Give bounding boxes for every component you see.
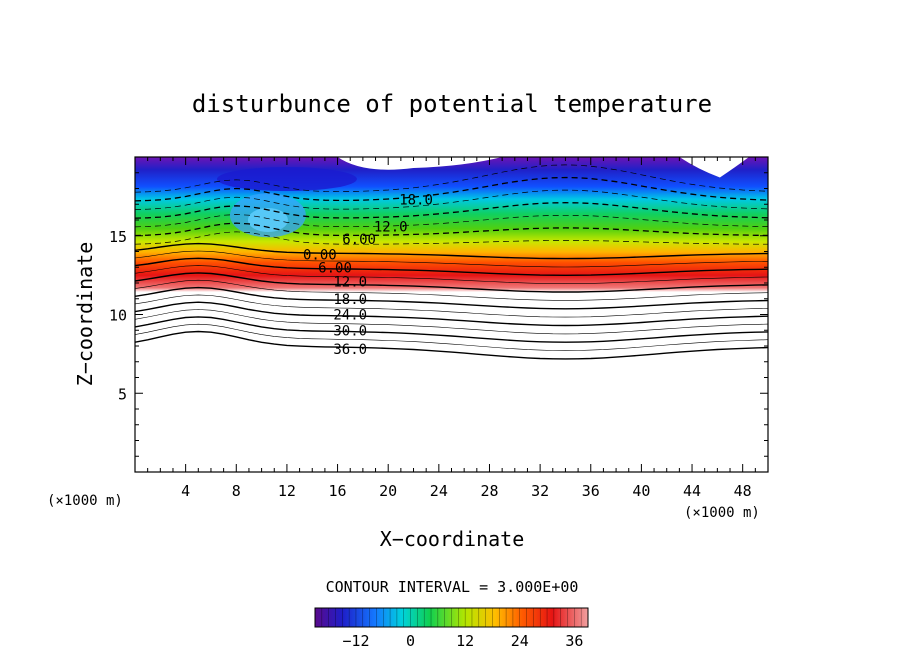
y-tick-label: 5 [118,385,127,403]
x-axis-ticks: 4 8 12 16 20 24 28 32 36 40 44 48 [147,157,756,500]
colorbar-segments [321,608,582,627]
x-tick-label: 16 [329,482,347,500]
colorbar-tick-label: 36 [565,632,583,650]
colorbar-tick-label: 12 [456,632,474,650]
contour-line-33 [135,323,768,351]
contour-line-neg-15 [135,189,768,210]
colorbar-tick-label: 0 [406,632,415,650]
contour-line-36 [135,330,768,360]
x-tick-label: 36 [582,482,600,500]
contour-line-0 [135,242,768,260]
colorbar: −12 0 12 24 36 [314,607,589,650]
x-tick-label: 28 [480,482,498,500]
contour-label: 6.00 [342,232,376,248]
x-tick-label: 40 [632,482,650,500]
contour-line-3 [135,250,768,268]
y-axis-title: Z−coordinate [73,242,97,387]
contour-line-12 [135,272,768,293]
x-tick-label: 44 [683,482,701,500]
top-gap-left [337,157,503,170]
contour-label: 18.0 [399,193,433,209]
deep-cold-core [216,167,357,192]
contour-label: 6.00 [318,260,352,276]
x-tick-label: 12 [278,482,296,500]
contour-label: 30.0 [333,323,367,339]
top-gap-right [679,157,750,178]
contour-line-30 [135,316,768,343]
contour-line-21 [135,294,768,318]
x-tick-label: 8 [232,482,241,500]
y-tick-label: 10 [109,307,127,325]
contour-line-24 [135,301,768,327]
contour-line-neg-12 [135,202,768,219]
contour-line-27 [135,309,768,335]
contour-lines [135,164,768,360]
contour-line-neg-21 [135,164,768,193]
y-tick-label: 15 [109,228,127,246]
contour-line-15 [135,279,768,301]
contour-label: 24.0 [333,308,367,324]
contour-interval-text: CONTOUR INTERVAL = 3.000E+00 [326,578,579,596]
colorbar-tick-label: −12 [342,632,369,650]
contour-line-neg-9 [135,214,768,228]
contour-label: 0.00 [303,248,337,264]
x-tick-label: 32 [531,482,549,500]
z-unit-label: (×1000 m) [47,493,123,509]
chart-title: disturbunce of potential temperature [192,90,712,118]
contour-label: 36.0 [333,342,367,358]
contour-line-6 [135,257,768,277]
contour-line-9 [135,265,768,285]
x-tick-label: 24 [430,482,448,500]
contour-label: 12.0 [333,274,367,290]
x-tick-label: 4 [181,482,190,500]
colorbar-ticks: −12 0 12 24 36 [342,632,583,650]
contour-line-18 [135,286,768,310]
y-axis-ticks: 5 10 15 [109,172,768,457]
contour-label: 12.0 [374,219,408,235]
x-tick-label: 48 [734,482,752,500]
x-unit-label: (×1000 m) [684,505,760,521]
x-tick-label: 20 [379,482,397,500]
colorbar-tick-label: 24 [511,632,529,650]
contour-line-neg-18 [135,176,768,202]
contour-label: 18.0 [333,292,367,308]
cold-pocket-core [247,208,288,232]
x-axis-title: X−coordinate [380,527,525,551]
